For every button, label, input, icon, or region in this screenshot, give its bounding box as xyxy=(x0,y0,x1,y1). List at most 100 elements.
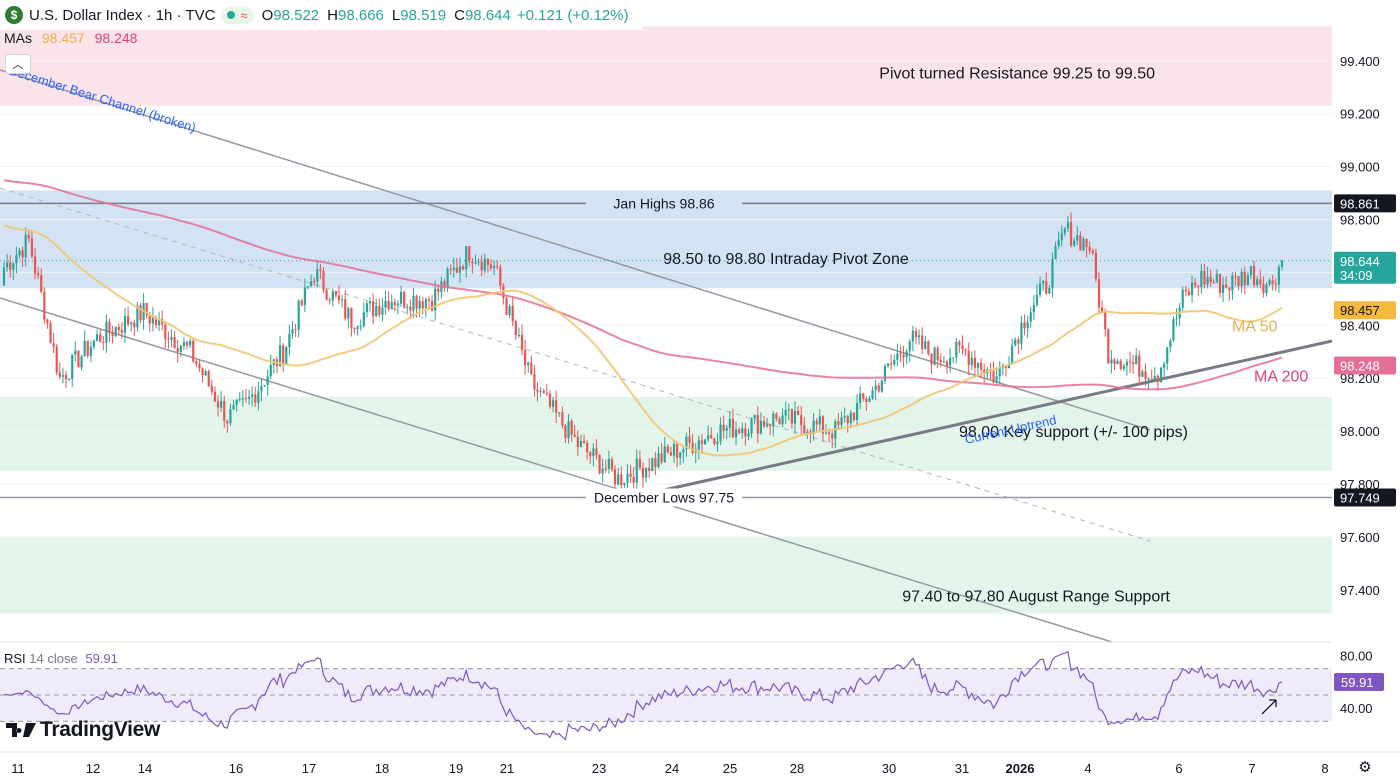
candle-body-202 xyxy=(629,473,632,478)
candle-body-190 xyxy=(592,448,595,457)
candle-body-109 xyxy=(341,299,344,301)
candle-body-290 xyxy=(902,354,905,358)
candle-body-34 xyxy=(108,321,111,333)
candle-body-251 xyxy=(781,415,784,425)
candle-body-193 xyxy=(601,468,604,474)
candle-body-401 xyxy=(1246,275,1249,286)
candle-body-82 xyxy=(257,391,260,403)
candle-body-239 xyxy=(744,428,747,437)
candle-body-275 xyxy=(855,402,859,421)
rsi-pane[interactable] xyxy=(0,641,1400,741)
candle-body-206 xyxy=(641,467,645,478)
candle-body-192 xyxy=(598,454,601,474)
collapse-legend-button[interactable]: ︿ xyxy=(5,54,31,74)
candle-body-225 xyxy=(700,440,704,445)
candle-body-405 xyxy=(1259,279,1262,285)
candle-body-363 xyxy=(1128,361,1132,363)
candle-body-217 xyxy=(676,443,679,458)
time-tick-1: 12 xyxy=(86,761,100,776)
candle-body-393 xyxy=(1221,284,1225,293)
dollar-symbol-icon[interactable]: $ xyxy=(5,6,23,24)
candle-body-343 xyxy=(1066,222,1070,229)
candle-body-333 xyxy=(1035,294,1039,305)
candle-body-183 xyxy=(570,420,573,435)
candle-body-64 xyxy=(201,368,204,376)
time-axis[interactable]: 11 12 14 16 17 18 19 21 23 24 25 28 30 31 2026 4 6 7 8 xyxy=(0,751,1400,776)
hline-label-1: December Lows 97.75 xyxy=(594,489,734,505)
tradingview-logo[interactable]: TradingView xyxy=(6,718,160,742)
candle-body-208 xyxy=(648,467,651,472)
candle-body-94 xyxy=(294,329,297,331)
rsi-legend[interactable]: RSI 14 close 59.91 xyxy=(4,651,118,666)
candle-body-240 xyxy=(747,433,750,437)
candle-body-267 xyxy=(831,433,834,439)
hline-label-bg-0 xyxy=(586,194,742,213)
candle-body-53 xyxy=(167,339,170,341)
candle-body-253 xyxy=(787,409,790,411)
dec-low-price-tag: 97.749 xyxy=(1340,490,1380,505)
candle-body-383 xyxy=(1190,282,1194,296)
candle-body-171 xyxy=(533,374,536,390)
candle-body-117 xyxy=(365,303,369,313)
time-tick-9: 24 xyxy=(665,761,679,776)
candle-body-212 xyxy=(660,453,663,463)
candle-body-12 xyxy=(40,275,43,292)
time-tick-13: 31 xyxy=(955,761,969,776)
price-tick-10: 99.400 xyxy=(1340,54,1380,69)
settings-gear-icon[interactable]: ⚙ xyxy=(1358,759,1372,776)
market-open-dot-icon xyxy=(227,11,236,19)
candle-body-407 xyxy=(1265,284,1268,294)
candle-body-282 xyxy=(877,385,880,392)
candle-body-261 xyxy=(812,420,815,434)
candle-body-361 xyxy=(1122,365,1125,369)
candle-body-354 xyxy=(1100,307,1104,313)
candle-body-8 xyxy=(27,234,30,239)
candle-body-160 xyxy=(499,267,502,286)
candle-body-30 xyxy=(95,334,99,341)
candle-body-157 xyxy=(489,264,493,269)
candle-body-403 xyxy=(1252,266,1256,285)
candle-body-312 xyxy=(970,357,973,366)
candle-body-15 xyxy=(49,323,52,344)
candle-body-357 xyxy=(1110,359,1113,364)
ohlc-low-value: 98.519 xyxy=(400,6,447,24)
candle-body-218 xyxy=(679,452,682,458)
candle-body-4 xyxy=(15,255,18,264)
candle-body-336 xyxy=(1045,281,1048,294)
candle-body-104 xyxy=(325,289,328,300)
candle-body-271 xyxy=(843,416,846,418)
candle-body-138 xyxy=(430,300,434,311)
candle-body-110 xyxy=(344,299,347,319)
price-axis[interactable]: 97.400 97.600 97.800 98.000 98.200 98.400 98.6… xyxy=(1332,0,1400,780)
candle-body-123 xyxy=(384,300,387,308)
candle-body-46 xyxy=(145,302,148,316)
candle-body-137 xyxy=(427,299,431,301)
candle-body-237 xyxy=(738,429,741,434)
candle-body-386 xyxy=(1200,270,1203,288)
price-tick-9: 99.200 xyxy=(1340,107,1380,122)
candle-body-133 xyxy=(415,295,418,309)
candle-body-119 xyxy=(372,301,375,317)
candle-body-236 xyxy=(734,429,738,438)
time-tick-18: 8 xyxy=(1321,761,1328,776)
market-status[interactable]: ≈ xyxy=(221,6,254,24)
trend-lines-layer xyxy=(0,69,1333,643)
candle-body-307 xyxy=(955,341,958,358)
logo-text: TradingView xyxy=(40,718,161,741)
candle-body-213 xyxy=(663,446,666,463)
ma-legend[interactable]: MAs 98.457 98.248 xyxy=(4,30,143,46)
candle-body-259 xyxy=(806,431,809,434)
candle-body-319 xyxy=(992,371,995,383)
candle-body-179 xyxy=(558,412,561,414)
candle-body-304 xyxy=(945,361,949,366)
candle-body-63 xyxy=(198,364,201,369)
candle-body-284 xyxy=(883,366,887,381)
candle-body-128 xyxy=(399,291,403,304)
candle-body-211 xyxy=(657,453,660,467)
symbol-title[interactable]: U.S. Dollar Index · 1h · TVC xyxy=(29,6,216,24)
candle-body-79 xyxy=(247,396,251,399)
candle-body-287 xyxy=(893,359,896,365)
candle-body-130 xyxy=(406,306,409,308)
candle-body-373 xyxy=(1159,367,1163,383)
